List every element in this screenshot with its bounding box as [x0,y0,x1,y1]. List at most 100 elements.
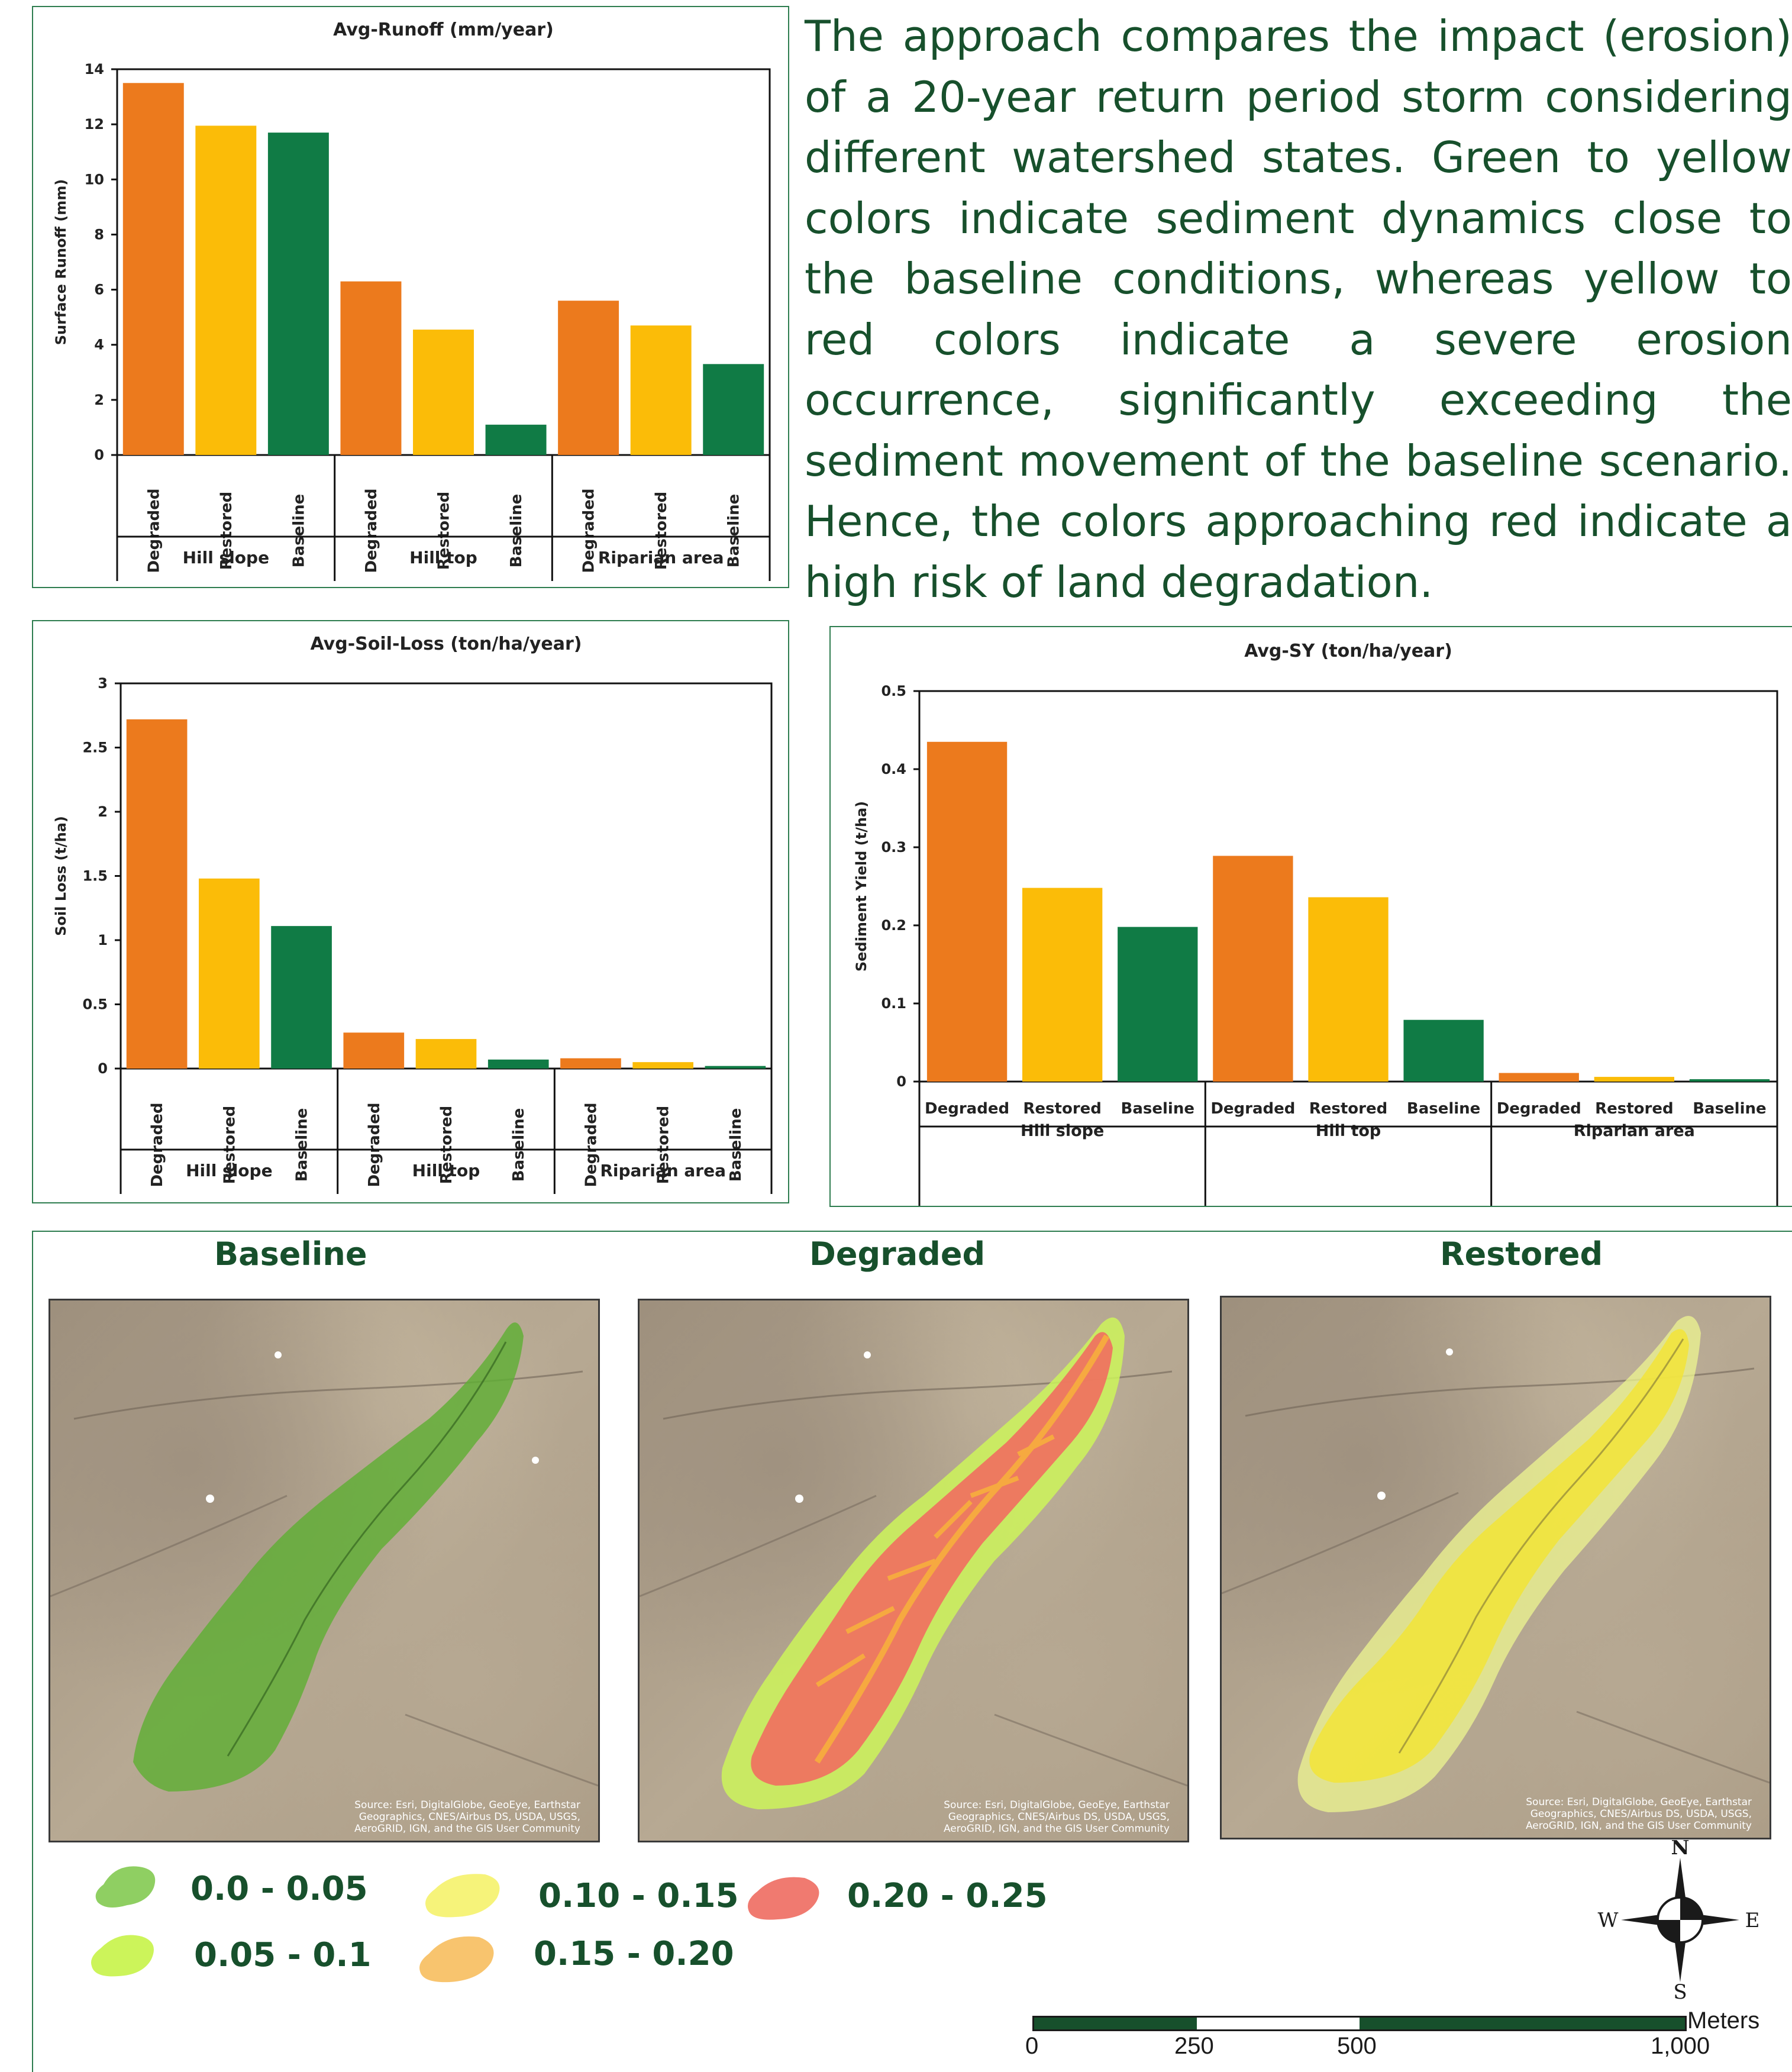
soil-loss-chart: Avg-Soil-Loss (ton/ha/year) Soil Loss (t/… [53,634,773,1194]
bar-baseline [1689,1079,1770,1082]
group-label: Hill top [1316,1122,1381,1140]
bar-degraded [1499,1073,1579,1082]
y-tick-label: 0 [896,1073,906,1090]
bar-degraded [340,281,402,455]
y-tick-label: 0.5 [881,683,906,699]
y-tick-label: 2 [94,392,104,408]
y-tick-label: 0.4 [881,761,906,777]
y-tick-label: 0.5 [82,996,108,1013]
bar-baseline [703,364,764,455]
group-label: Riparian area [598,548,724,567]
baseline-watershed-overlay [50,1322,598,1792]
category-label: Restored [1023,1100,1102,1118]
category-label: Restored [653,492,670,570]
category-label: Restored [435,492,453,570]
bar-restored [195,125,257,455]
chart-panel-soil-loss: Avg-Soil-Loss (ton/ha/year) Soil Loss (t/… [32,620,789,1203]
watershed-degraded-core-zone [751,1332,1113,1786]
compass-n: N [1671,1840,1689,1860]
category-label: Baseline [290,494,308,567]
chart-panel-runoff: Avg-Runoff (mm/year) Surface Runoff (mm) 0… [32,6,789,588]
y-tick-label: 8 [94,226,104,243]
y-tick-label: 4 [94,337,104,353]
bar-baseline [485,424,547,455]
description-text: The approach compares the impact (erosio… [805,11,1792,607]
category-label: Degraded [925,1100,1009,1118]
category-label: Degraded [1210,1100,1295,1118]
y-tick-label: 6 [94,282,104,298]
y-tick-label: 3 [98,675,108,692]
bar-degraded [558,301,619,455]
bar-restored [1308,897,1389,1082]
north-arrow-icon: N S W E [1598,1840,1760,2000]
legend-swatch-0 [95,1866,156,1908]
group-label: Hill slope [183,548,270,567]
y-tick-label: 10 [85,171,104,188]
y-tick-label: 12 [85,116,104,133]
category-label: Restored [218,492,235,570]
y-tick-label: 1.5 [82,868,108,885]
bar-restored [632,1062,693,1069]
map-restored: Source: Esri, DigitalGlobe, GeoEye, Eart… [1220,1296,1771,1839]
scale-unit: Meters [1687,2008,1760,2034]
scale-tick-250: 250 [1174,2033,1214,2059]
scale-tick-0: 0 [1025,2033,1039,2059]
legend-label-3: 0.15 - 0.20 [534,1935,734,1973]
category-label: Baseline [508,494,525,567]
legend-label-1: 0.05 - 0.1 [194,1936,372,1974]
category-label: Baseline [293,1108,311,1182]
legend-label-4: 0.20 - 0.25 [847,1877,1048,1915]
category-label: Degraded [363,488,380,573]
bar-restored [199,878,260,1069]
scale-bar [1032,2016,1687,2031]
map-title-restored: Restored [1440,1235,1603,1273]
y-tick-label: 0 [98,1060,108,1077]
maps-panel [32,1231,1792,2072]
bar-degraded [122,83,184,456]
y-axis-label: Surface Runoff (mm) [53,179,69,346]
bar-baseline [487,1059,549,1069]
bar-baseline [271,926,332,1069]
map-baseline: Source: Esri, DigitalGlobe, GeoEye, Eart… [49,1299,600,1842]
bar-degraded [560,1058,621,1069]
chart-title: Avg-SY (ton/ha/year) [1244,641,1452,661]
bar-degraded [1213,856,1293,1082]
bar-degraded [926,741,1008,1082]
category-label: Baseline [1407,1100,1480,1118]
chart-panel-sediment-yield: Avg-SY (ton/ha/year) Sediment Yield (t/ha… [829,626,1792,1207]
group-label: Hill slope [186,1161,273,1180]
group-label: Hill top [412,1161,480,1180]
chart-title: Avg-Runoff (mm/year) [333,20,554,40]
restored-watershed-overlay [1222,1316,1770,1812]
category-label: Degraded [580,488,598,573]
category-label: Baseline [510,1108,528,1182]
category-label: Degraded [366,1102,383,1187]
scale-tick-1000: 1,000 [1651,2033,1710,2059]
y-tick-label: 0 [94,447,104,463]
category-label: Baseline [1693,1100,1766,1118]
y-tick-label: 0.2 [881,917,906,934]
bar-restored [415,1039,477,1069]
map-degraded: Source: Esri, DigitalGlobe, GeoEye, Eart… [638,1299,1189,1842]
scale-bar-white-segment [1197,2018,1360,2029]
category-label: Restored [438,1106,456,1185]
category-label: Baseline [1121,1100,1194,1118]
map-source-baseline: Source: Esri, DigitalGlobe, GeoEye, Eart… [354,1799,580,1835]
bar-restored [1022,887,1103,1082]
y-axis-label: Sediment Yield (t/ha) [853,801,870,972]
bar-restored [1594,1077,1674,1082]
y-tick-label: 0.3 [881,839,906,856]
category-label: Baseline [725,494,743,567]
y-tick-label: 0.1 [881,995,906,1012]
map-source-degraded: Source: Esri, DigitalGlobe, GeoEye, Eart… [943,1799,1170,1835]
y-tick-label: 2 [98,803,108,820]
bar-baseline [1403,1019,1484,1082]
category-label: Baseline [727,1108,745,1182]
category-label: Degraded [582,1102,600,1187]
legend-swatch-1 [91,1935,154,1977]
degraded-watershed-overlay [640,1317,1187,1809]
bar-baseline [705,1066,766,1069]
category-label: Restored [1309,1100,1388,1118]
bar-degraded [343,1032,405,1069]
watershed-baseline-zone [133,1322,524,1792]
